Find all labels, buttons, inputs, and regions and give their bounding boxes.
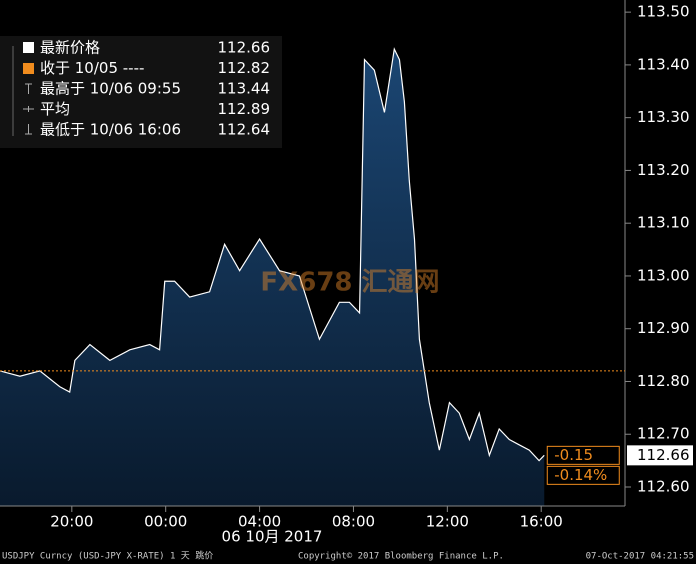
y-tick-label: 113.30 [637,108,690,126]
y-tick-label: 112.60 [637,478,690,496]
line [0,47,545,462]
x-tick-label: 08:00 [332,513,375,531]
y-tick-label: 112.70 [637,425,690,443]
y-tick-label: 113.10 [637,214,690,232]
footer-text: USDJPY Curncy (USD-JPY X-RATE) 1 天 跳价 [2,550,213,562]
legend-icon [23,63,34,74]
y-tick-label: 113.50 [637,3,690,21]
legend-label: 最高于 10/06 09:55 [40,80,181,98]
footer-text: Copyright© 2017 Bloomberg Finance L.P. [298,552,504,562]
plot-area [0,47,545,507]
legend-label: 收于 10/05 ---- [40,59,144,77]
legend-value: 113.44 [218,80,271,98]
footer: USDJPY Curncy (USD-JPY X-RATE) 1 天 跳价 Co… [2,550,694,562]
watermark: FX678 汇通网 [260,268,439,298]
legend-box [0,36,282,148]
y-tick-label: 112.90 [637,319,690,337]
change-label: -0.15 [554,446,593,464]
x-tick-label: 20:00 [50,513,93,531]
y-tick-label: 113.20 [637,161,690,179]
x-tick-label: 04:00 [238,513,281,531]
legend-icon [25,124,32,135]
last-price-label: 112.66 [637,446,690,464]
legend-value: 112.66 [218,39,271,57]
legend-icon [23,42,34,53]
legend: 最新价格 112.66 收于 10/05 ---- 112.82 最高于 10/06 0… [0,36,282,148]
footer-text: 07-Oct-2017 04:21:55 [586,552,694,562]
change-pct-tag [546,465,620,485]
x-tick-label: 00:00 [144,513,187,531]
legend-label: 最新价格 [40,39,100,57]
legend-label: 最低于 10/06 16:06 [40,121,181,139]
last-price-tag [627,445,693,466]
legend-icon [23,106,34,112]
legend-value: 112.64 [218,121,271,139]
legend-value: 112.82 [218,59,271,77]
legend-label: 平均 [40,100,70,118]
x-tick-label: 12:00 [426,513,469,531]
legend-icon [25,83,32,94]
y-tick-label: 113.40 [637,55,690,73]
legend-value: 112.89 [218,100,271,118]
y-tick-label: 113.00 [637,266,690,284]
x-axis-label: 06 10月 2017 [222,528,323,546]
change-pct-label: -0.14% [554,466,607,484]
change-tag [546,445,620,465]
y-tick-label: 112.80 [637,372,690,390]
x-tick-label: 16:00 [520,513,563,531]
